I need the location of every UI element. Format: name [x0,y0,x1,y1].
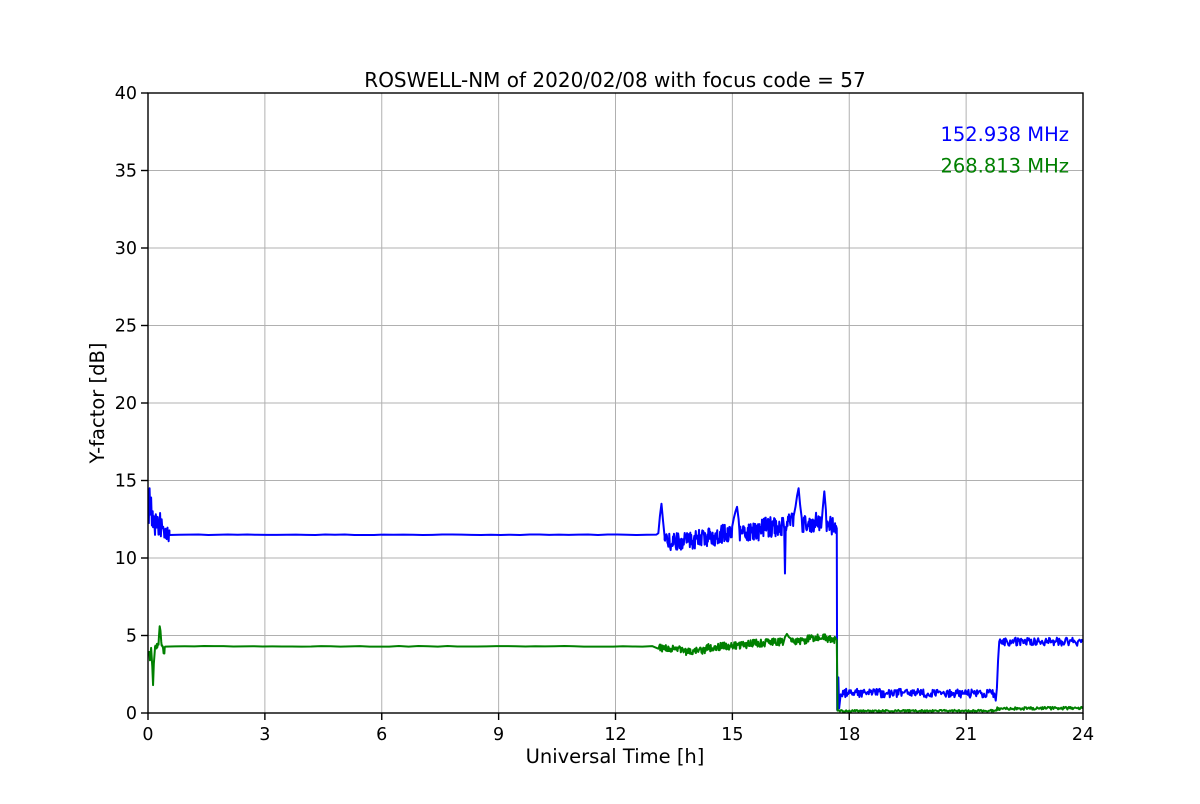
chart-title: ROSWELL-NM of 2020/02/08 with focus code… [364,68,865,92]
legend-label-0: 152.938 MHz [940,123,1069,146]
x-tick-label: 15 [721,725,743,745]
y-tick-label: 20 [115,394,137,414]
legend-label-1: 268.813 MHz [940,155,1069,178]
y-tick-label: 15 [115,472,137,492]
axis-ticks [141,92,1084,720]
x-tick-label: 6 [376,725,387,745]
y-axis-label: Y-factor [dB] [86,343,109,465]
x-tick-label: 0 [142,725,153,745]
series-line-0 [148,487,1083,711]
y-tick-label: 10 [115,549,137,569]
tick-labels: 0 3 6 9 12 15 18 21 24 0 5 10 15 20 25 30 35 40 [115,84,1094,745]
grid [148,93,1083,713]
y-tick-label: 40 [115,84,137,104]
x-tick-label: 3 [259,725,270,745]
legend: 152.938 MHz 268.813 MHz [940,123,1069,178]
x-tick-label: 18 [838,725,860,745]
y-tick-label: 35 [115,162,137,182]
x-axis-label: Universal Time [h] [526,745,705,768]
x-tick-label: 12 [604,725,626,745]
x-tick-label: 24 [1072,725,1094,745]
y-tick-label: 5 [126,627,137,647]
series-lines [148,487,1083,713]
y-tick-label: 0 [126,704,137,724]
x-tick-label: 21 [955,725,977,745]
x-tick-label: 9 [493,725,504,745]
y-tick-label: 30 [115,239,137,259]
series-line-1 [148,625,1083,713]
y-tick-label: 25 [115,317,137,337]
